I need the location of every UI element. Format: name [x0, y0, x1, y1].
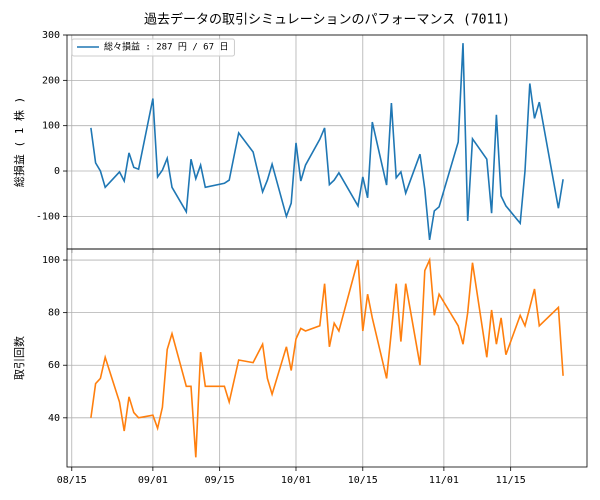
- y-tick-label: 0: [54, 166, 60, 177]
- chart-title: 過去データの取引シミュレーションのパフォーマンス (7011): [144, 12, 510, 28]
- legend-box: [71, 38, 235, 57]
- y-axis-label: 総損益 ( 1 株 ): [12, 97, 26, 187]
- y-tick-label: 200: [42, 75, 60, 86]
- line-series: [90, 256, 564, 458]
- y-tick-label: -100: [36, 211, 60, 222]
- x-tick-label: 08/15: [57, 475, 87, 486]
- x-tick-label: 11/01: [429, 475, 459, 486]
- legend-label: 総々損益 : 287 円 / 67 日: [104, 41, 228, 53]
- x-tick-label: 10/15: [348, 475, 378, 486]
- x-tick-label: 09/01: [138, 475, 168, 486]
- y-tick-label: 80: [48, 308, 60, 319]
- x-tick-label: 11/15: [496, 475, 526, 486]
- y-tick-label: 40: [48, 413, 60, 424]
- y-tick-label: 300: [42, 30, 60, 41]
- line-series: [90, 43, 564, 241]
- y-axis-label: 取引回数: [12, 336, 26, 380]
- y-tick-label: 100: [42, 121, 60, 132]
- x-tick-label: 10/01: [281, 475, 311, 486]
- x-tick-label: 09/15: [205, 475, 235, 486]
- y-tick-label: 100: [42, 255, 60, 266]
- axes-frame: [66, 248, 588, 468]
- y-tick-label: 60: [48, 360, 60, 371]
